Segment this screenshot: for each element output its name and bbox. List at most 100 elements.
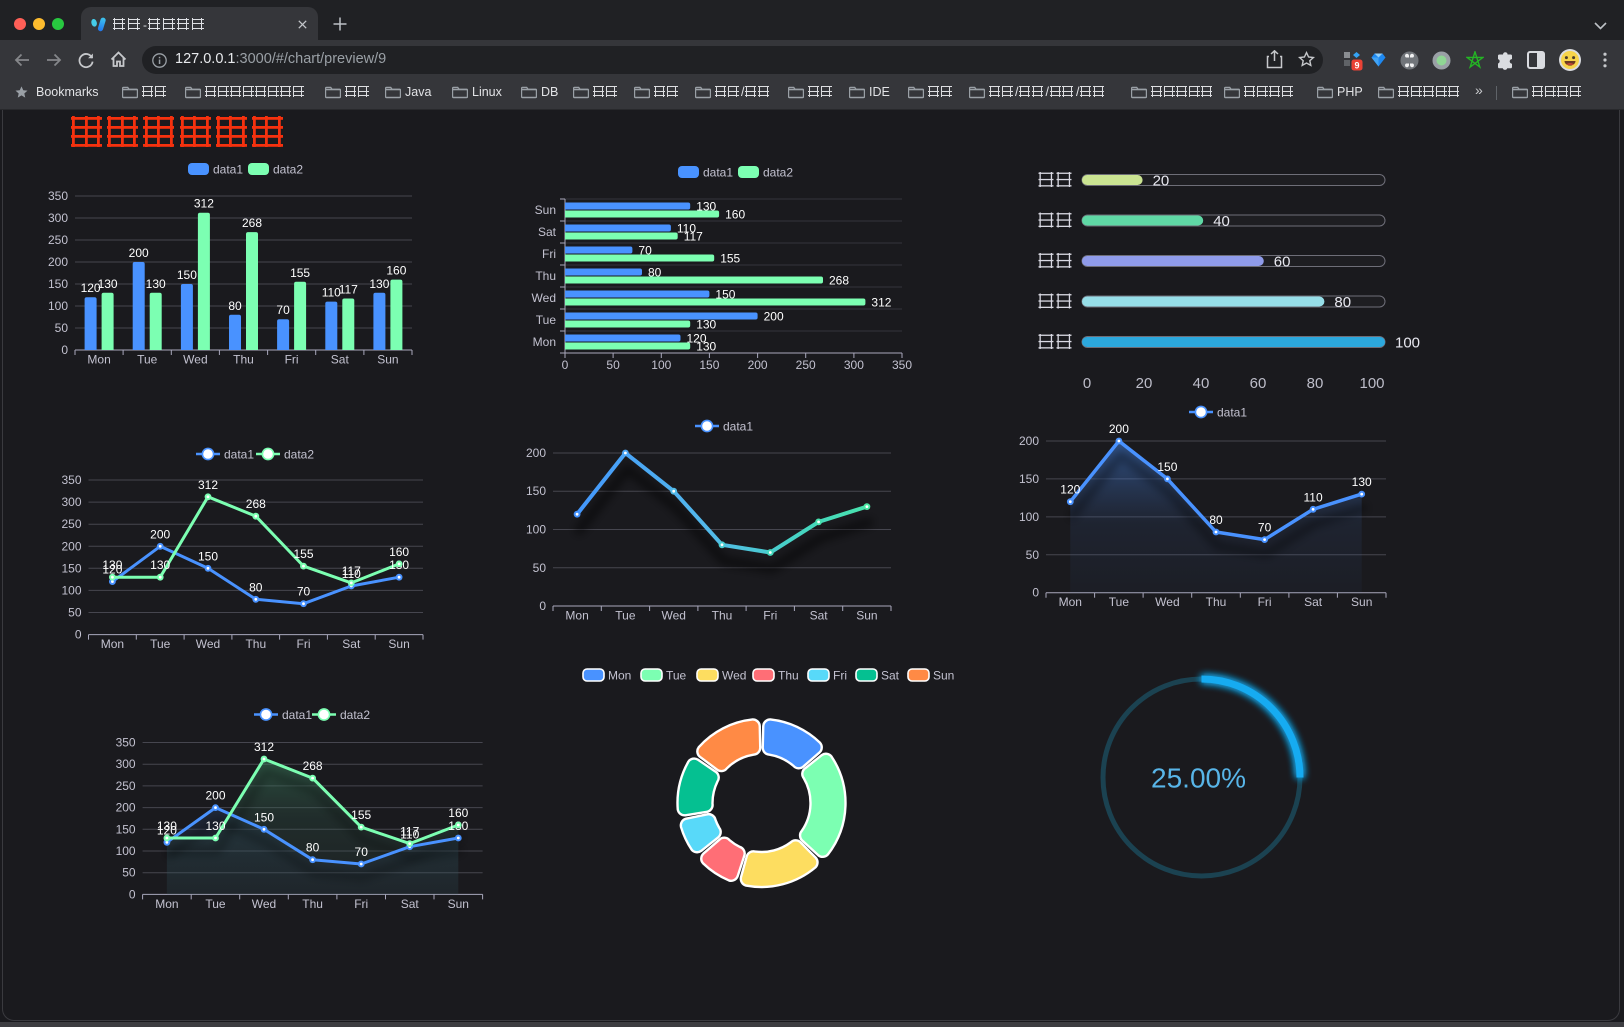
svg-text:130: 130 xyxy=(696,340,716,354)
svg-text:150: 150 xyxy=(1019,472,1039,486)
svg-text:Fri: Fri xyxy=(833,669,847,683)
svg-text:50: 50 xyxy=(122,866,136,880)
svg-text:200: 200 xyxy=(764,310,784,324)
svg-text:Fri: Fri xyxy=(354,897,368,911)
svg-text:100: 100 xyxy=(116,844,136,858)
svg-text:data1: data1 xyxy=(224,448,254,462)
svg-text:Wed: Wed xyxy=(722,669,746,683)
svg-text:80: 80 xyxy=(648,266,662,280)
svg-text:25.00%: 25.00% xyxy=(1151,763,1246,794)
svg-text:80: 80 xyxy=(1209,513,1223,527)
svg-text:312: 312 xyxy=(194,197,214,211)
svg-text:data1: data1 xyxy=(282,708,312,722)
svg-text:0: 0 xyxy=(75,628,82,642)
svg-text:Sat: Sat xyxy=(331,353,350,367)
svg-text:312: 312 xyxy=(198,478,218,492)
svg-text:155: 155 xyxy=(293,547,313,561)
svg-text:130: 130 xyxy=(696,200,716,214)
svg-text:Tue: Tue xyxy=(615,609,636,623)
svg-text:150: 150 xyxy=(526,484,546,498)
svg-text:300: 300 xyxy=(61,495,81,509)
svg-text:250: 250 xyxy=(116,779,136,793)
svg-text:Tue: Tue xyxy=(666,669,687,683)
svg-text:110: 110 xyxy=(400,828,419,842)
svg-text:Sat: Sat xyxy=(538,225,557,239)
svg-text:Mon: Mon xyxy=(533,335,556,349)
svg-text:200: 200 xyxy=(526,446,546,460)
svg-text:110: 110 xyxy=(1304,490,1323,504)
svg-text:Mon: Mon xyxy=(101,637,124,651)
svg-text:Mon: Mon xyxy=(565,609,588,623)
svg-text:data2: data2 xyxy=(273,163,303,177)
svg-text:0: 0 xyxy=(61,343,68,357)
svg-text:120: 120 xyxy=(81,281,101,295)
svg-text:0: 0 xyxy=(1032,586,1039,600)
svg-text:50: 50 xyxy=(533,561,547,575)
svg-text:Thu: Thu xyxy=(712,609,733,623)
svg-text:130: 130 xyxy=(205,819,225,833)
svg-text:Sat: Sat xyxy=(881,669,900,683)
svg-text:120: 120 xyxy=(1060,483,1080,497)
svg-text:130: 130 xyxy=(98,277,118,291)
svg-text:117: 117 xyxy=(400,825,419,839)
svg-text:150: 150 xyxy=(254,810,274,824)
svg-text:50: 50 xyxy=(1026,548,1040,562)
svg-text:117: 117 xyxy=(339,283,358,297)
svg-text:350: 350 xyxy=(892,358,912,372)
svg-text:data1: data1 xyxy=(703,166,733,180)
svg-text:data1: data1 xyxy=(213,163,243,177)
svg-text:200: 200 xyxy=(129,246,149,260)
svg-text:268: 268 xyxy=(242,216,262,230)
svg-text:100: 100 xyxy=(1359,375,1384,392)
svg-text:130: 130 xyxy=(157,819,177,833)
svg-text:100: 100 xyxy=(48,299,68,313)
svg-text:0: 0 xyxy=(562,358,569,372)
svg-text:100: 100 xyxy=(526,523,546,537)
svg-text:Tue: Tue xyxy=(205,897,226,911)
svg-text:130: 130 xyxy=(1352,475,1372,489)
svg-text:268: 268 xyxy=(246,497,266,511)
svg-text:80: 80 xyxy=(249,580,263,594)
svg-text:160: 160 xyxy=(389,545,409,559)
svg-text:Mon: Mon xyxy=(608,669,631,683)
svg-text:150: 150 xyxy=(699,358,719,372)
svg-text:Sun: Sun xyxy=(856,609,877,623)
svg-text:130: 130 xyxy=(369,277,389,291)
svg-text:Thu: Thu xyxy=(778,669,799,683)
svg-text:300: 300 xyxy=(116,757,136,771)
svg-text:70: 70 xyxy=(355,845,369,859)
svg-text:130: 130 xyxy=(146,277,166,291)
svg-text:250: 250 xyxy=(48,233,68,247)
svg-text:117: 117 xyxy=(684,230,703,244)
svg-text:100: 100 xyxy=(1019,510,1039,524)
svg-text:100: 100 xyxy=(651,358,671,372)
svg-text:Wed: Wed xyxy=(183,353,207,367)
svg-text:200: 200 xyxy=(150,527,170,541)
svg-text:20: 20 xyxy=(1153,173,1170,190)
svg-text:Wed: Wed xyxy=(196,637,220,651)
svg-text:150: 150 xyxy=(177,268,197,282)
svg-text:Wed: Wed xyxy=(252,897,276,911)
svg-text:300: 300 xyxy=(48,211,68,225)
svg-text:70: 70 xyxy=(638,244,652,258)
svg-text:155: 155 xyxy=(290,266,310,280)
svg-text:200: 200 xyxy=(48,255,68,269)
svg-text:160: 160 xyxy=(725,208,745,222)
svg-text:160: 160 xyxy=(448,806,468,820)
svg-text:300: 300 xyxy=(844,358,864,372)
svg-text:0: 0 xyxy=(539,599,546,613)
svg-text:40: 40 xyxy=(1213,213,1230,230)
svg-text:100: 100 xyxy=(61,583,81,597)
svg-text:70: 70 xyxy=(1258,521,1272,535)
svg-text:0: 0 xyxy=(129,887,136,901)
svg-text:Thu: Thu xyxy=(302,897,323,911)
svg-text:200: 200 xyxy=(1109,422,1129,436)
svg-text:Sat: Sat xyxy=(810,609,829,623)
svg-text:80: 80 xyxy=(306,841,320,855)
svg-text:Sun: Sun xyxy=(535,203,556,217)
svg-text:Tue: Tue xyxy=(536,313,557,327)
svg-text:150: 150 xyxy=(48,277,68,291)
svg-text:155: 155 xyxy=(351,808,371,822)
svg-text:Wed: Wed xyxy=(661,609,685,623)
svg-text:80: 80 xyxy=(228,299,242,313)
